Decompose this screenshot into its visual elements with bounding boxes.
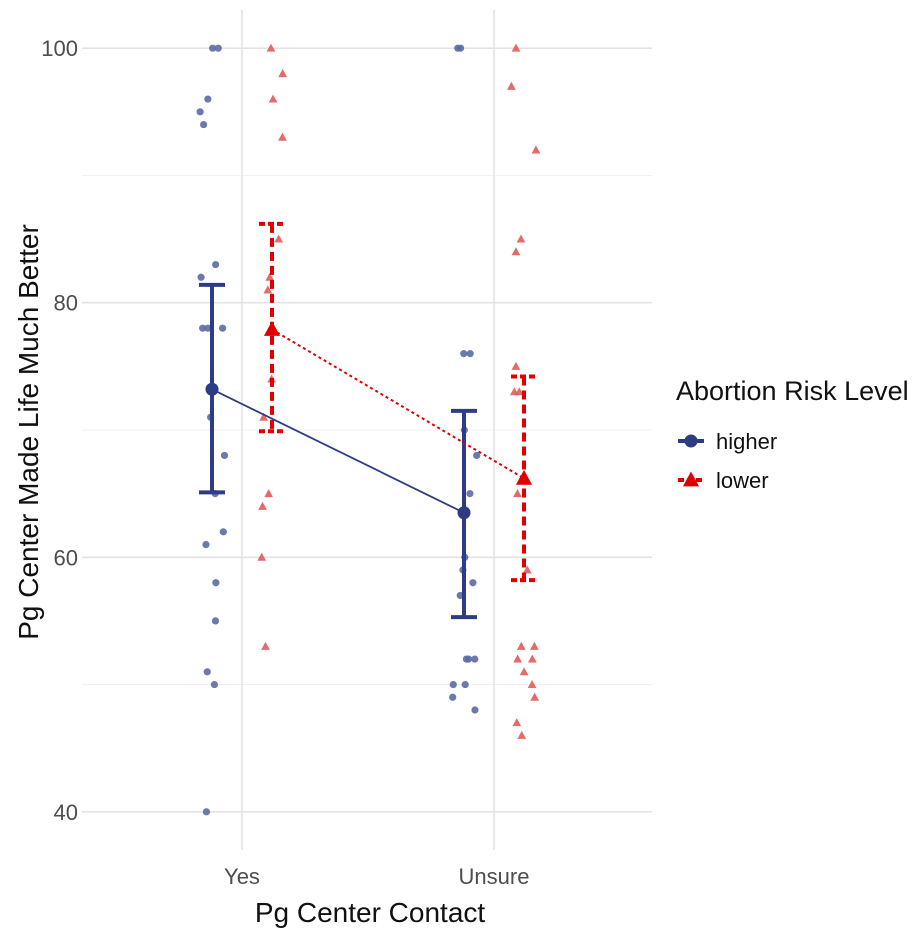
jitter-points — [196, 43, 541, 816]
data-point-lower — [512, 718, 522, 727]
data-point-higher — [202, 540, 210, 549]
data-point-lower — [263, 285, 273, 294]
mean-marker-higher — [457, 506, 471, 520]
data-point-higher — [203, 668, 211, 676]
data-point-higher — [196, 108, 204, 116]
data-point-higher — [466, 350, 474, 358]
data-point-lower — [265, 272, 275, 281]
data-point-higher — [209, 44, 217, 52]
data-point-lower — [264, 489, 274, 498]
data-point-lower — [511, 247, 521, 256]
legend-keys — [678, 434, 704, 487]
y-tick-label: 100 — [41, 36, 78, 61]
data-point-lower — [266, 43, 276, 52]
data-point-lower — [274, 234, 284, 243]
data-point-higher — [219, 528, 227, 536]
data-point-lower — [259, 412, 269, 421]
legend-label-higher: higher — [716, 429, 777, 454]
data-point-lower — [530, 641, 539, 650]
legend-title: Abortion Risk Level — [676, 376, 909, 406]
legend-label-lower: lower — [716, 468, 769, 493]
legend: Abortion Risk Level higher lower — [676, 376, 909, 493]
data-point-lower — [522, 565, 532, 574]
data-point-lower — [278, 69, 288, 78]
data-point-higher — [449, 680, 457, 689]
data-point-higher — [204, 324, 212, 332]
data-point-lower — [531, 145, 541, 154]
x-tick-label: Yes — [224, 864, 260, 889]
summary-layer — [199, 221, 537, 620]
y-tick-label: 60 — [54, 545, 78, 570]
mean-marker-lower — [515, 469, 533, 485]
data-point-higher — [212, 579, 220, 587]
data-point-lower — [257, 552, 267, 561]
data-point-higher — [212, 260, 220, 269]
data-point-lower — [507, 81, 516, 90]
x-tick-label: Unsure — [459, 864, 530, 889]
mean-line-lower — [271, 328, 525, 480]
data-point-lower — [258, 501, 267, 510]
data-point-lower — [527, 679, 537, 688]
data-point-lower — [517, 730, 527, 739]
data-point-higher — [462, 655, 471, 663]
legend-key-marker-higher — [684, 434, 698, 448]
data-point-lower — [268, 94, 278, 103]
data-point-higher — [211, 617, 220, 625]
grid — [82, 10, 652, 850]
data-point-higher — [214, 44, 222, 52]
data-point-higher — [471, 706, 479, 714]
y-axis: 40 60 80 100 — [41, 36, 78, 825]
y-axis-title: Pg Center Made Life Much Better — [13, 224, 44, 640]
mean-marker-higher — [205, 382, 219, 396]
data-point-lower — [278, 132, 287, 141]
data-point-lower — [261, 641, 270, 650]
data-point-lower — [511, 361, 521, 370]
data-point-higher — [471, 655, 479, 663]
x-axis: Yes Unsure — [224, 864, 529, 889]
mean-marker-lower — [263, 320, 281, 336]
data-point-lower — [514, 387, 524, 396]
data-point-higher — [469, 579, 477, 587]
data-point-lower — [530, 692, 540, 701]
data-point-lower — [519, 667, 529, 676]
data-point-lower — [513, 489, 522, 498]
data-point-higher — [200, 120, 208, 129]
data-point-higher — [199, 324, 207, 332]
data-point-higher — [197, 273, 205, 281]
y-tick-label: 80 — [54, 291, 78, 316]
data-point-lower — [527, 654, 537, 663]
mean-line-higher — [211, 388, 465, 514]
data-point-lower — [516, 641, 526, 650]
data-point-lower — [511, 43, 521, 52]
data-point-lower — [513, 654, 522, 663]
data-point-higher — [466, 490, 474, 498]
legend-key-marker-lower — [682, 471, 700, 487]
data-point-higher — [449, 693, 457, 701]
data-point-higher — [202, 808, 211, 816]
data-point-higher — [219, 324, 227, 332]
data-point-higher — [204, 95, 212, 103]
data-point-lower — [516, 234, 526, 243]
data-point-higher — [220, 451, 229, 460]
y-tick-label: 40 — [54, 800, 78, 825]
data-point-higher — [454, 44, 462, 52]
x-axis-title: Pg Center Contact — [255, 897, 486, 928]
data-point-higher — [461, 680, 469, 689]
data-point-higher — [210, 680, 218, 689]
data-point-higher — [473, 451, 481, 460]
data-point-higher — [460, 350, 468, 358]
